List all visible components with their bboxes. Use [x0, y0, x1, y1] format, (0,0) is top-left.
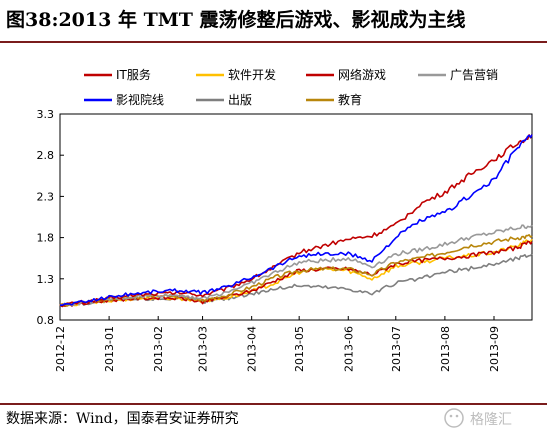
legend-item-edu: 教育	[306, 92, 362, 107]
bottom-divider	[0, 403, 547, 405]
y-tick-label: 2.8	[37, 149, 55, 162]
y-tick-label: 2.3	[37, 190, 55, 203]
wechat-icon	[444, 408, 464, 428]
legend-item-advert: 广告营销	[418, 68, 498, 82]
series-line-film	[60, 134, 533, 307]
plot-frame	[59, 113, 533, 321]
x-tick-label: 2013-05	[293, 326, 306, 372]
x-tick-label: 2013-07	[390, 326, 403, 372]
y-tick-label: 0.8	[37, 314, 55, 327]
watermark-text: 格隆汇	[470, 412, 512, 428]
legend-label-film: 影视院线	[116, 92, 164, 107]
legend-label-game: 网络游戏	[338, 67, 386, 82]
legend: IT服务 软件开发 网络游戏 广告营销 影视院线 出版 教育	[84, 67, 498, 107]
x-tick-label: 2013-06	[342, 326, 355, 372]
legend-label-advert: 广告营销	[450, 68, 498, 82]
x-tick-label: 2013-04	[246, 326, 259, 372]
source-note: 数据来源：Wind，国泰君安证券研究	[6, 411, 239, 427]
x-tick-label: 2013-08	[439, 326, 452, 372]
legend-item-game: 网络游戏	[306, 67, 386, 82]
legend-label-it: IT服务	[116, 67, 151, 82]
series-line-game	[59, 240, 533, 308]
legend-label-publish: 出版	[228, 93, 252, 107]
top-divider	[0, 41, 547, 43]
x-tick-label: 2012-12	[54, 326, 67, 372]
legend-item-software: 软件开发	[196, 67, 276, 82]
x-tick-label: 2013-09	[488, 326, 501, 372]
y-tick-label: 3.3	[37, 108, 55, 121]
legend-label-software: 软件开发	[228, 67, 276, 82]
y-tick-label: 1.3	[37, 273, 55, 286]
series-line-advert	[59, 224, 533, 307]
x-tick-label: 2013-03	[197, 326, 210, 372]
legend-item-film: 影视院线	[84, 92, 164, 107]
x-tick-label: 2013-01	[103, 326, 116, 372]
page-title: 图38:2013 年 TMT 震荡修整后游戏、影视成为主线	[6, 9, 466, 31]
series-line-it	[59, 134, 533, 308]
legend-label-edu: 教育	[338, 92, 362, 107]
legend-item-publish: 出版	[196, 93, 252, 107]
legend-item-it: IT服务	[84, 67, 151, 82]
line-chart: IT服务 软件开发 网络游戏 广告营销 影视院线 出版 教育 0.8 1.3 1.8…	[37, 67, 533, 372]
watermark: 格隆汇	[444, 408, 512, 428]
series-layer	[59, 134, 533, 308]
y-tick-label: 1.8	[37, 232, 55, 245]
x-axis: 2012-12 2013-01 2013-02 2013-03 2013-04 2013-…	[54, 316, 501, 372]
x-tick-label: 2013-02	[152, 326, 165, 372]
y-axis: 0.8 1.3 1.8 2.3 2.8 3.3	[37, 108, 64, 327]
